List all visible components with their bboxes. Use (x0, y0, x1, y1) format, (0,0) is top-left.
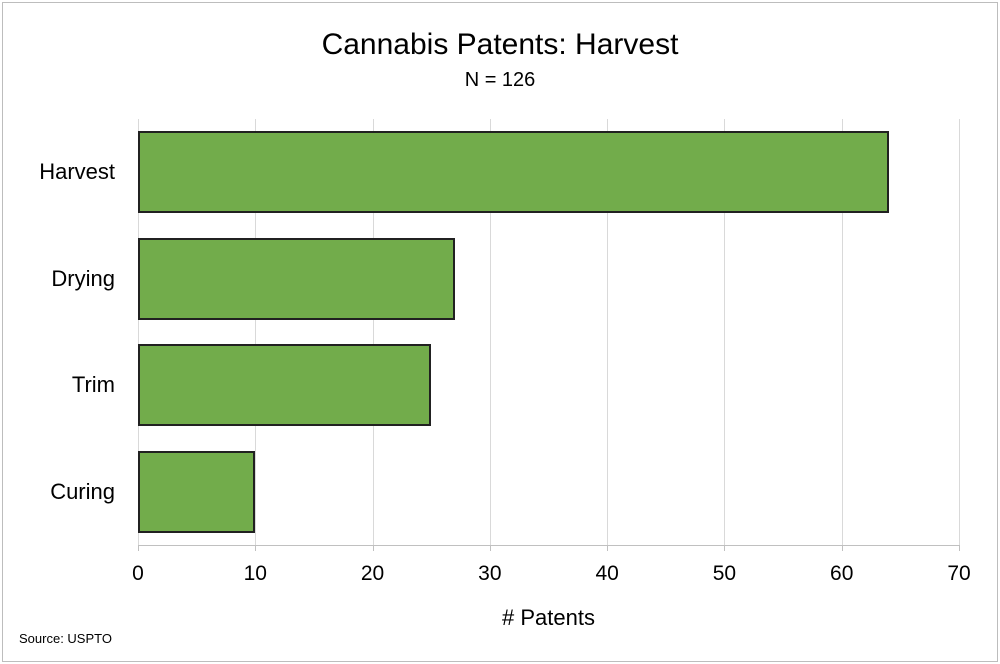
gridline-x-20 (372, 119, 374, 545)
bar-curing (138, 450, 256, 533)
gridline-x-30 (489, 119, 491, 545)
bar-drying (138, 237, 455, 320)
tick-label-x-10: 10 (243, 562, 267, 585)
chart-title: Cannabis Patents: Harvest (321, 28, 679, 61)
bar-row-trim: Trim (72, 332, 959, 439)
bar-row-curing: Curing (50, 439, 959, 546)
gridline-x-10 (255, 119, 257, 545)
bar-row-harvest: Harvest (39, 119, 959, 226)
gridline-x-40 (607, 119, 609, 545)
tick-label-x-30: 30 (478, 562, 502, 585)
tick-label-x-50: 50 (712, 562, 737, 585)
tick-label-x-0: 0 (132, 562, 144, 585)
gridline-x-0 (138, 119, 139, 545)
gridline-x-70 (959, 119, 960, 545)
chart-subtitle: N = 126 (464, 69, 536, 91)
bar-trim (138, 344, 432, 427)
tick-mark-x-30 (489, 545, 491, 551)
tick-mark-x-50 (724, 545, 726, 551)
source-note: Source: USPTO (19, 631, 112, 646)
tick-mark-x-60 (841, 545, 843, 551)
bar-row-drying: Drying (51, 226, 959, 333)
tick-label-x-20: 20 (360, 562, 385, 585)
gridline-x-50 (724, 119, 726, 545)
category-label-curing: Curing (50, 478, 115, 504)
tick-mark-x-10 (255, 545, 257, 551)
bar-harvest (138, 131, 889, 214)
plot-area: 0 10 20 30 40 50 60 70 Harvest Drying Trim Curing (39, 119, 971, 585)
tick-mark-x-0 (138, 545, 139, 551)
category-label-harvest: Harvest (39, 159, 115, 185)
tick-label-x-40: 40 (595, 562, 619, 585)
gridline-x-60 (841, 119, 843, 545)
tick-label-x-70: 70 (947, 562, 971, 585)
tick-mark-x-20 (372, 545, 374, 551)
tick-mark-x-40 (607, 545, 609, 551)
tick-label-x-60: 60 (830, 562, 854, 585)
category-label-trim: Trim (71, 372, 115, 398)
x-axis-title: # Patents (502, 605, 595, 630)
tick-mark-x-70 (959, 545, 960, 551)
category-label-drying: Drying (51, 265, 115, 291)
